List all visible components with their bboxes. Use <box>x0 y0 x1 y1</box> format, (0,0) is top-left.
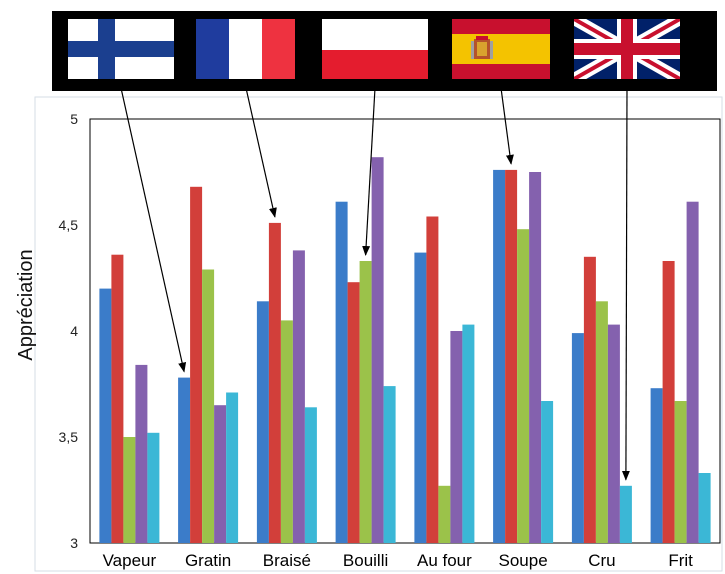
bar-au-four-series-1 <box>414 252 427 543</box>
bar-gratin-series-4 <box>214 405 227 543</box>
bar-bouilli-series-1 <box>335 201 348 543</box>
bar-vapeur-series-1 <box>99 288 112 543</box>
bar-soupe-series-3 <box>517 229 530 543</box>
chart-frame <box>34 96 723 572</box>
bar-vapeur-series-4 <box>135 364 148 543</box>
bar-bouilli-series-5 <box>383 386 396 543</box>
bars-layer <box>99 157 711 544</box>
bar-soupe-series-5 <box>541 401 554 543</box>
bar-vapeur-series-5 <box>147 432 160 543</box>
bar-gratin-series-3 <box>202 269 215 543</box>
bar-vapeur-series-3 <box>123 437 136 543</box>
arrow-france-flag <box>245 87 277 218</box>
bar-gratin-series-2 <box>190 186 203 544</box>
y-tick-label: 5 <box>70 111 78 127</box>
poland-flag-icon <box>322 19 428 79</box>
bar-cru-series-2 <box>583 256 596 543</box>
bar-au-four-series-5 <box>462 324 475 543</box>
bar-gratin-series-5 <box>226 392 239 543</box>
arrow-spain-flag <box>500 87 514 165</box>
bar-brais--series-2 <box>268 222 281 543</box>
bar-au-four-series-4 <box>450 331 463 543</box>
y-tick-label: 3 <box>70 535 78 551</box>
arrow-poland-flag <box>362 87 376 256</box>
x-category-label: Au four <box>417 551 472 570</box>
y-tick-label: 4,5 <box>59 217 79 233</box>
bar-au-four-series-2 <box>426 216 439 543</box>
bar-brais--series-1 <box>256 301 269 543</box>
y-axis-ticks: 3 3,5 4 4,5 5 <box>59 111 79 551</box>
bar-brais--series-5 <box>304 407 317 543</box>
bar-soupe-series-4 <box>529 172 542 543</box>
bar-frit-series-1 <box>650 388 663 543</box>
x-category-label: Soupe <box>499 551 548 570</box>
bar-bouilli-series-3 <box>359 261 372 543</box>
bar-vapeur-series-2 <box>111 254 124 543</box>
x-category-label: Frit <box>668 551 693 570</box>
bar-cru-series-5 <box>619 485 632 543</box>
arrow-finland-flag <box>120 87 187 373</box>
bar-bouilli-series-4 <box>371 157 384 543</box>
bar-gratin-series-1 <box>178 377 191 543</box>
x-category-label: Gratin <box>185 551 231 570</box>
x-category-label: Cru <box>588 551 615 570</box>
bar-cru-series-3 <box>595 301 608 543</box>
spain-flag-icon <box>452 19 550 79</box>
bar-frit-series-4 <box>686 201 699 543</box>
bar-frit-series-3 <box>674 401 687 543</box>
uk-flag-icon <box>574 19 680 79</box>
bar-bouilli-series-2 <box>347 282 360 543</box>
x-category-label: Vapeur <box>103 551 157 570</box>
y-axis-title: Appréciation <box>15 249 37 360</box>
x-category-label: Bouilli <box>343 551 388 570</box>
bar-cru-series-4 <box>607 324 620 543</box>
bar-soupe-series-1 <box>493 169 506 543</box>
y-tick-label: 4 <box>70 323 78 339</box>
x-category-label: Braisé <box>263 551 311 570</box>
bar-frit-series-2 <box>662 261 675 543</box>
x-axis-categories: Vapeur Gratin Braisé Bouilli Au four Soupe Cru… <box>103 551 694 570</box>
arrow-uk-flag <box>621 87 630 481</box>
bar-brais--series-4 <box>292 250 305 543</box>
bar-frit-series-5 <box>698 473 711 543</box>
bar-soupe-series-2 <box>505 169 518 543</box>
flag-arrows <box>120 87 630 481</box>
bar-au-four-series-3 <box>438 485 451 543</box>
bar-brais--series-3 <box>280 320 293 543</box>
y-tick-label: 3,5 <box>59 429 79 445</box>
bar-cru-series-1 <box>571 333 584 543</box>
finland-flag-icon <box>68 19 174 79</box>
france-flag-icon <box>196 19 295 79</box>
